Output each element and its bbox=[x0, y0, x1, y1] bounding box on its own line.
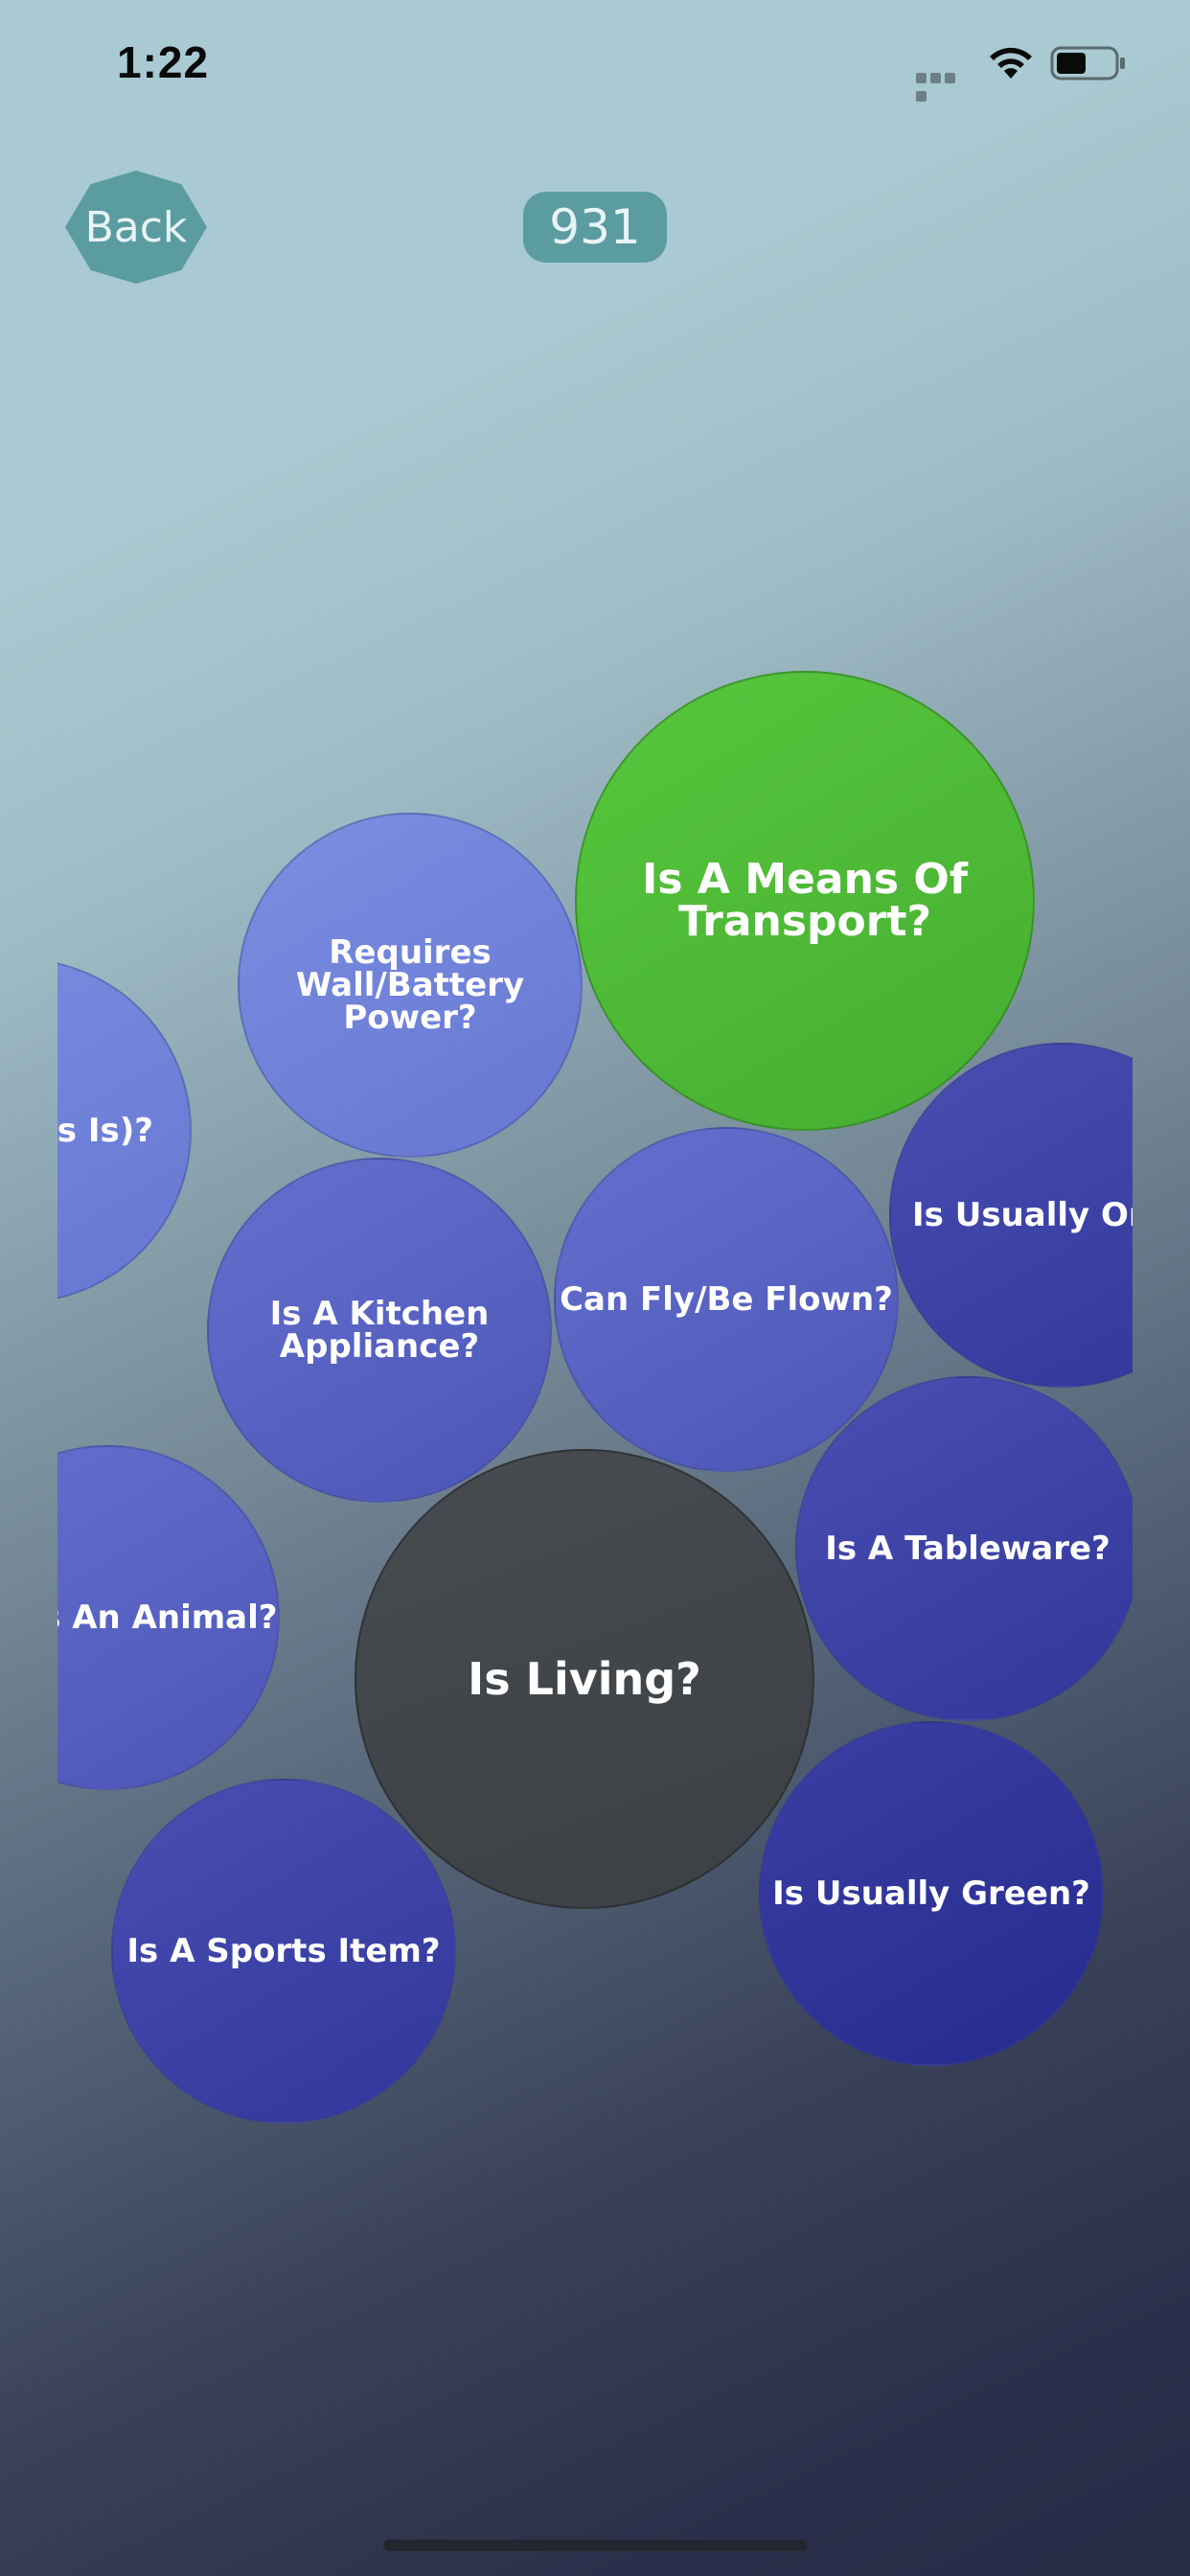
bubble-label: Is Usually Ora bbox=[912, 1196, 1133, 1234]
bubble-label: Is Usually Green? bbox=[772, 1874, 1090, 1913]
bubble-label: ble (As Is)? bbox=[57, 1112, 153, 1150]
bubble-label: Is An Animal? bbox=[57, 1598, 278, 1637]
question-bubble-sports-item[interactable]: Is A Sports Item? bbox=[111, 1779, 456, 2124]
bubble-label: Is A Tableware? bbox=[825, 1530, 1110, 1568]
current-question-bubble[interactable]: Is Living? bbox=[355, 1449, 814, 1909]
question-bubble-is-animal[interactable]: Is An Animal? bbox=[57, 1445, 280, 1790]
bubble-label: Is A Sports Item? bbox=[126, 1932, 441, 1970]
bubble-label: Can Fly/Be Flown? bbox=[560, 1280, 893, 1319]
bubble-label: Is A Means Of Transport? bbox=[642, 855, 968, 946]
question-bubble-kitchen-appliance[interactable]: Is A Kitchen Appliance? bbox=[207, 1158, 552, 1503]
battery-icon bbox=[1050, 46, 1125, 80]
cellular-signal-icon bbox=[916, 69, 970, 102]
question-bubble-means-of-transport[interactable]: Is A Means Of Transport? bbox=[575, 671, 1035, 1131]
question-bubble-requires-power[interactable]: Requires Wall/Battery Power? bbox=[238, 813, 583, 1158]
bubble-label: Requires Wall/Battery Power? bbox=[295, 933, 525, 1037]
wifi-icon bbox=[990, 47, 1032, 79]
back-button[interactable]: Back bbox=[65, 171, 207, 284]
question-bubble-tableware[interactable]: Is A Tableware? bbox=[795, 1376, 1133, 1721]
question-bubble-can-fly[interactable]: Can Fly/Be Flown? bbox=[554, 1127, 899, 1472]
question-bubble-usually-green[interactable]: Is Usually Green? bbox=[759, 1721, 1104, 2066]
question-bubble-partial-left[interactable]: ble (As Is)? bbox=[57, 958, 192, 1303]
bubble-label: Is Living? bbox=[468, 1653, 701, 1705]
home-indicator[interactable] bbox=[383, 2540, 807, 2551]
question-bubble-area: Is A Means Of Transport? Requires Wall/B… bbox=[57, 623, 1133, 2156]
status-bar: 1:22 bbox=[0, 0, 1190, 134]
bubble-label: Is A Kitchen Appliance? bbox=[269, 1295, 490, 1366]
status-time: 1:22 bbox=[117, 37, 210, 87]
score-badge: 931 bbox=[523, 192, 667, 263]
